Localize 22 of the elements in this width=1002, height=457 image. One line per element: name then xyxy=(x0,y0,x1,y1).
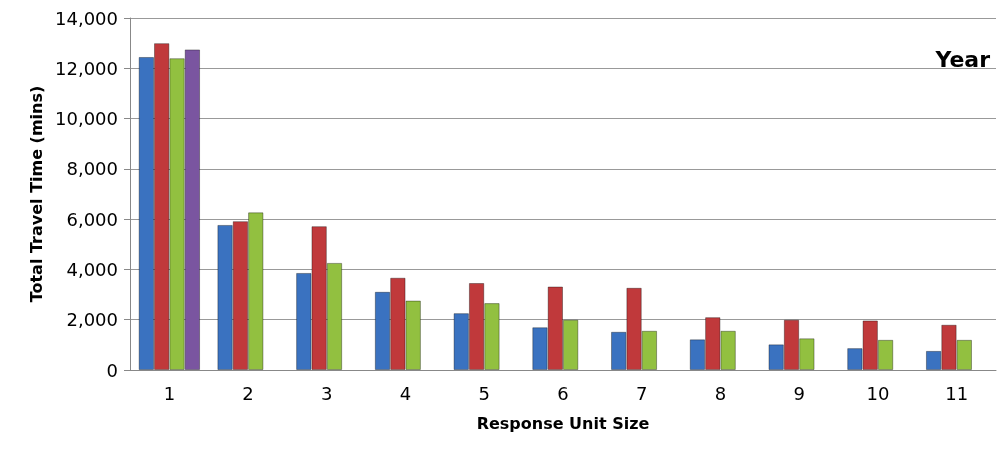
y-tick-label: 4,000 xyxy=(66,258,118,280)
x-tick-label: 5 xyxy=(478,382,490,404)
x-axis-title: Response Unit Size xyxy=(476,413,650,433)
x-tick-label: 2 xyxy=(242,382,254,404)
y-tick-label: 8,000 xyxy=(66,158,118,180)
y-tick-label: 0 xyxy=(106,359,118,381)
x-tick-label: 8 xyxy=(714,382,727,404)
y-tick-label: 6,000 xyxy=(66,208,118,230)
x-tick-label: 11 xyxy=(945,382,969,404)
y-tick-label: 12,000 xyxy=(55,57,118,79)
y-tick-label: 10,000 xyxy=(55,108,118,130)
x-tick-label: 4 xyxy=(399,382,412,404)
y-axis-title: Total Travel Time (mins) xyxy=(26,85,46,303)
y-tick-label: 14,000 xyxy=(55,7,118,29)
x-tick-label: 1 xyxy=(163,382,176,404)
x-tick-label: 6 xyxy=(557,382,569,404)
x-tick-label: 9 xyxy=(793,382,805,404)
legend-title: Year xyxy=(934,46,991,72)
x-tick-label: 10 xyxy=(866,382,890,404)
x-tick-label: 7 xyxy=(636,382,648,404)
y-tick-label: 2,000 xyxy=(66,309,118,331)
x-tick-label: 3 xyxy=(321,382,333,404)
